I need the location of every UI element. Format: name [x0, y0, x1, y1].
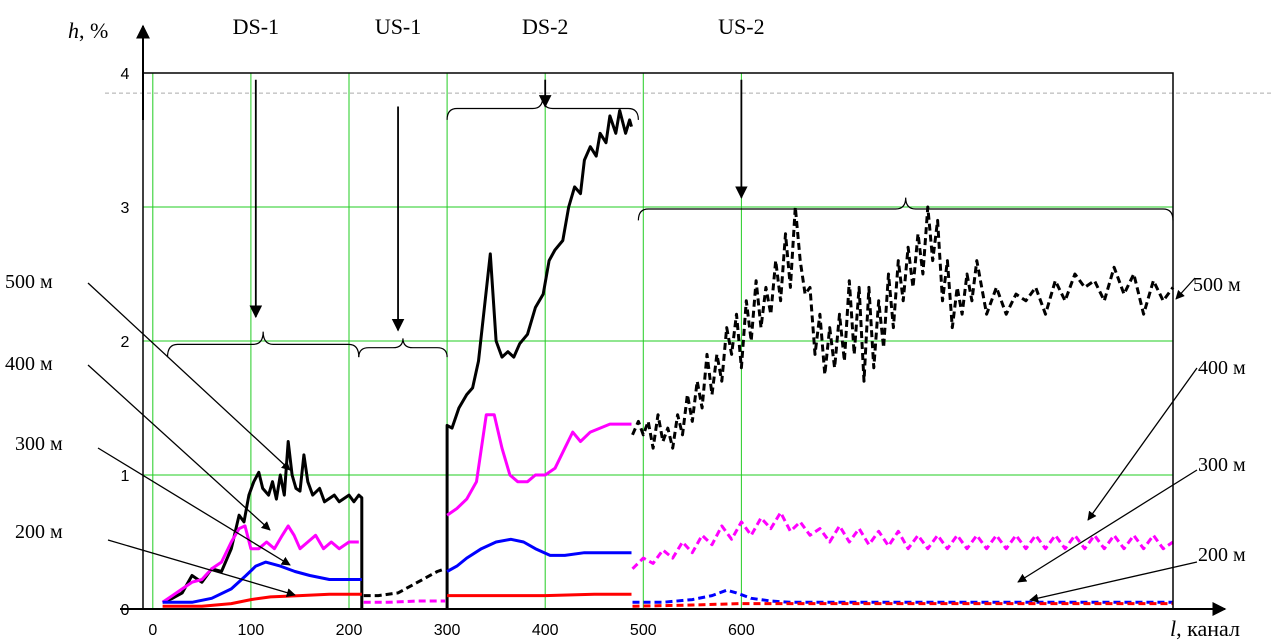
brace-ds-1 [166, 331, 360, 358]
region-arrows-layer [249, 79, 748, 332]
braces-layer [166, 97, 1174, 358]
y-tick-3: 3 [121, 200, 130, 217]
y-tick-1: 1 [121, 468, 130, 485]
left-distance-label-1: 400 м [5, 353, 53, 375]
x-tick-100: 100 [238, 622, 265, 639]
x-tick-labels: 0 100 200 300 400 500 600 [148, 622, 754, 639]
x-axis-label-symbol: l [1170, 616, 1176, 641]
left-distance-label-2: 300 м [15, 433, 63, 455]
series-line-300м-seg2 [632, 588, 1173, 604]
x-tick-200: 200 [336, 622, 363, 639]
series-line-400м-seg3 [631, 511, 1174, 570]
right-distance-label-1: 400 м [1198, 357, 1246, 379]
series-line-300м-seg0 [162, 560, 362, 604]
brace-us-2 [637, 197, 1174, 221]
series-line-200м-seg2 [632, 602, 1173, 608]
right-distance-pointer-2 [1017, 469, 1198, 583]
x-tick-300: 300 [434, 622, 461, 639]
series-line-500м-seg3 [631, 205, 1175, 450]
series-line-200м-seg0 [162, 592, 362, 608]
left-distance-pointer-2 [97, 447, 291, 566]
x-tick-0: 0 [148, 622, 157, 639]
left-distance-pointer-1 [87, 364, 271, 531]
x-axis-label: l, канал [1170, 616, 1240, 641]
left-distance-pointer-3 [107, 539, 296, 598]
series-line-400м-seg1 [363, 599, 446, 604]
y-tick-0: 0 [121, 602, 130, 619]
x-tick-600: 600 [728, 622, 755, 639]
x-tick-500: 500 [630, 622, 657, 639]
x-axis-label-unit: , канал [1176, 616, 1240, 641]
series-line-200м-seg1 [447, 592, 632, 598]
region-label-ds-1: DS-1 [233, 14, 279, 39]
series-line-400м-seg0 [161, 524, 359, 604]
y-tick-labels: 0 1 2 3 4 [121, 66, 130, 619]
series-line-500м-seg1 [363, 567, 446, 598]
region-label-us-2: US-2 [718, 14, 764, 39]
annotations-layer: 500 м 400 м 300 м 200 м 500 м 400 м 300 м 200 м [5, 271, 1246, 603]
brace-us-1 [358, 338, 448, 358]
x-tick-400: 400 [532, 622, 559, 639]
right-distance-label-3: 200 м [1198, 544, 1246, 566]
series-line-300м-seg1 [446, 537, 632, 573]
left-distance-label-0: 500 м [5, 271, 53, 293]
series-line-500м-seg2 [445, 109, 633, 609]
right-distance-pointer-0 [1175, 277, 1196, 300]
left-distance-label-3: 200 м [15, 521, 63, 543]
y-tick-4: 4 [121, 66, 130, 83]
left-distance-pointer-0 [87, 282, 291, 471]
grid [143, 73, 1173, 609]
y-tick-2: 2 [121, 334, 130, 351]
y-axis-label-unit: , % [79, 18, 108, 43]
region-label-ds-2: DS-2 [522, 14, 568, 39]
right-distance-pointer-1 [1087, 367, 1198, 521]
series-line-500м-seg0 [162, 440, 364, 609]
region-labels-layer: DS-1 US-1 DS-2 US-2 [233, 14, 765, 39]
right-distance-label-0: 500 м [1193, 274, 1241, 296]
y-axis-label-symbol: h [68, 18, 79, 43]
y-axis-label: h, % [68, 18, 108, 43]
right-distance-pointer-3 [1029, 561, 1198, 603]
series-line-400м-seg2 [446, 413, 632, 517]
region-label-us-1: US-1 [375, 14, 421, 39]
right-distance-label-2: 300 м [1198, 454, 1246, 476]
series-layer [161, 109, 1175, 609]
